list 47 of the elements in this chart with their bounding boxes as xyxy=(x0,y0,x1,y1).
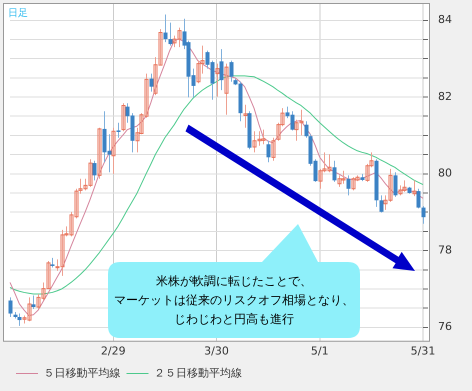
candlestick xyxy=(8,296,12,318)
annotation: じわじわと円高も進行 xyxy=(174,310,294,328)
candlestick xyxy=(168,22,172,46)
candlestick xyxy=(412,180,416,197)
y-tick-label: 80 xyxy=(438,166,452,180)
candlestick xyxy=(50,257,54,268)
candlestick xyxy=(332,160,336,182)
y-tick-label: 76 xyxy=(438,320,452,334)
candlestick xyxy=(230,60,234,82)
legend-label: ２５日移動平均線 xyxy=(154,366,242,380)
candlestick xyxy=(342,170,346,184)
annotation: マーケットは従来のリスクオフ相場となり、 xyxy=(114,292,354,308)
x-tick-label: 5/31 xyxy=(410,344,436,358)
candlestick xyxy=(422,206,426,224)
candlestick xyxy=(32,295,36,310)
candlestick xyxy=(346,174,350,196)
candlestick xyxy=(416,188,420,209)
candlestick xyxy=(352,176,356,191)
y-tick-label: 82 xyxy=(438,90,452,103)
annotation: 米株が軟調に転じたことで、 xyxy=(156,272,312,290)
candlestick xyxy=(112,127,116,174)
candlestick xyxy=(98,127,102,180)
candlestick xyxy=(380,194,384,214)
candlestick xyxy=(394,172,398,198)
candlestick xyxy=(122,102,126,132)
x-tick-label: 2/29 xyxy=(100,344,126,358)
candlestick xyxy=(150,73,154,92)
candlestick xyxy=(398,184,402,196)
candlestick xyxy=(92,160,96,181)
candlestick xyxy=(220,48,224,91)
legend-label: ５日移動平均線 xyxy=(44,366,120,380)
candlestick xyxy=(338,174,342,188)
candlestick xyxy=(402,180,406,192)
x-tick-label: 3/30 xyxy=(204,344,229,358)
candlestick xyxy=(216,63,220,98)
candlestick xyxy=(18,313,22,326)
candlestick xyxy=(244,104,248,128)
candlestick xyxy=(272,137,276,162)
candlestick xyxy=(224,63,228,116)
y-tick-label: 84 xyxy=(438,13,452,26)
candlestick xyxy=(266,140,270,163)
y-tick-label: 78 xyxy=(438,243,452,256)
candlestick xyxy=(164,14,168,43)
candlestick xyxy=(116,122,120,138)
candlestick xyxy=(262,129,266,145)
x-tick-label: 5/1 xyxy=(310,344,329,358)
annotation: 日足 xyxy=(8,7,28,20)
